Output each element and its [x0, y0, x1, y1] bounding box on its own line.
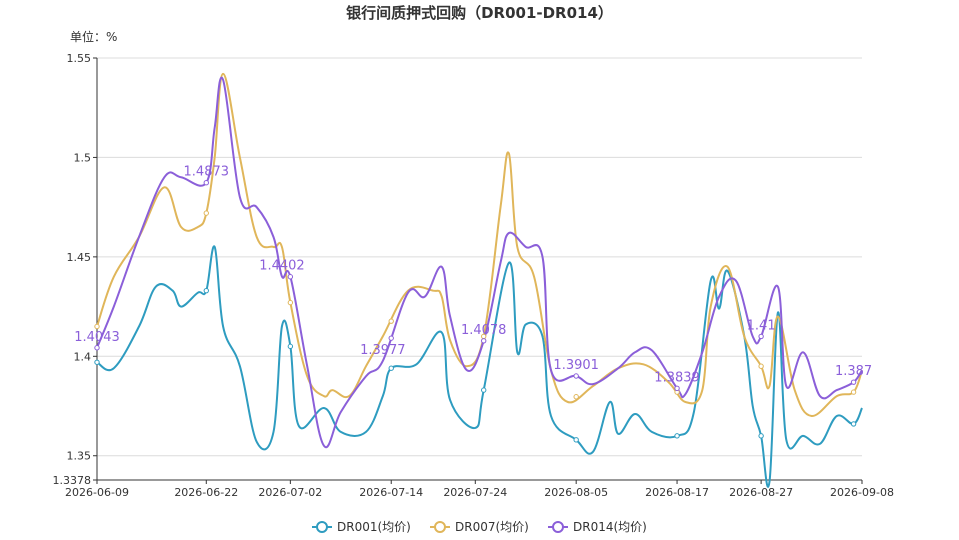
series-point	[287, 274, 294, 280]
series-point	[203, 287, 209, 294]
legend-marker	[552, 521, 564, 533]
data-label: 1.3977	[360, 343, 406, 358]
x-tick-label: 2026-07-02	[258, 486, 322, 499]
x-tick-label: 2026-08-27	[729, 486, 793, 499]
series-point	[388, 318, 394, 324]
series-point	[758, 363, 764, 369]
series-point	[758, 333, 764, 340]
x-tick-label: 2026-07-24	[443, 486, 507, 499]
y-tick-label: 1.55	[67, 52, 92, 65]
chart-title: 银行间质押式回购（DR001-DR014）	[346, 4, 613, 22]
series-point	[388, 335, 394, 341]
legend-label: DR007(均价)	[455, 520, 529, 534]
series-line-2	[96, 76, 863, 449]
series-point	[850, 379, 857, 385]
series-point	[674, 385, 680, 392]
x-tick-label: 2026-06-09	[65, 486, 129, 499]
y-tick-label: 1.3378	[53, 474, 92, 487]
label-layer: 1.4043 1.4873 1.4402 1.3977 1.4078 1.3901 1.38…	[74, 165, 872, 386]
y-tick-label: 1.35	[67, 450, 92, 463]
unit-label: 单位：%	[70, 30, 118, 44]
axis-layer: 1.3378 1.35 1.4 1.45 1.5 1.55 2026-06-09 2026-0…	[53, 52, 894, 499]
data-label: 1.3901	[553, 358, 599, 373]
series-point	[94, 359, 100, 365]
series-point	[203, 210, 209, 216]
legend-item-0[interactable]: DR001(均价)	[312, 520, 411, 534]
data-label: 1.387	[835, 364, 872, 379]
series-point	[850, 389, 857, 395]
series-point	[573, 437, 579, 443]
series-layer	[96, 72, 863, 488]
x-tick-label: 2026-07-14	[359, 486, 423, 499]
series-point	[481, 387, 487, 393]
series-point	[573, 373, 579, 379]
series-point	[287, 343, 294, 350]
y-tick-label: 1.4	[74, 350, 92, 363]
data-label: 1.3839	[654, 370, 700, 385]
legend-marker	[316, 521, 328, 533]
series-point	[94, 345, 100, 351]
series-point	[674, 433, 680, 439]
data-label: 1.4078	[461, 323, 507, 338]
legend[interactable]: DR001(均价) DR007(均价) DR014(均价)	[312, 520, 647, 534]
series-line-0	[96, 245, 863, 488]
legend-label: DR014(均价)	[573, 520, 647, 534]
x-tick-label: 2026-08-05	[544, 486, 608, 499]
x-tick-label: 2026-09-08	[830, 486, 894, 499]
y-tick-label: 1.45	[67, 251, 92, 264]
dot-layer	[94, 179, 857, 443]
series-point	[203, 179, 209, 186]
series-point	[388, 365, 394, 371]
series-line-1	[96, 72, 863, 417]
y-tick-label: 1.5	[74, 151, 92, 164]
series-point	[481, 338, 487, 344]
series-point	[287, 299, 294, 306]
legend-marker	[434, 521, 446, 533]
legend-item-1[interactable]: DR007(均价)	[430, 520, 529, 534]
data-label: 1.4402	[259, 258, 305, 273]
data-label: 1.4873	[184, 165, 230, 180]
x-tick-label: 2026-08-17	[645, 486, 709, 499]
x-tick-label: 2026-06-22	[174, 486, 238, 499]
series-point	[573, 394, 579, 400]
series-point	[850, 421, 857, 427]
data-label: 1.4043	[74, 330, 120, 345]
grid-layer	[97, 57, 862, 457]
data-label: 1.41	[747, 318, 776, 333]
series-point	[758, 433, 764, 439]
series-point	[94, 323, 100, 330]
legend-label: DR001(均价)	[337, 520, 411, 534]
legend-item-2[interactable]: DR014(均价)	[548, 520, 647, 534]
